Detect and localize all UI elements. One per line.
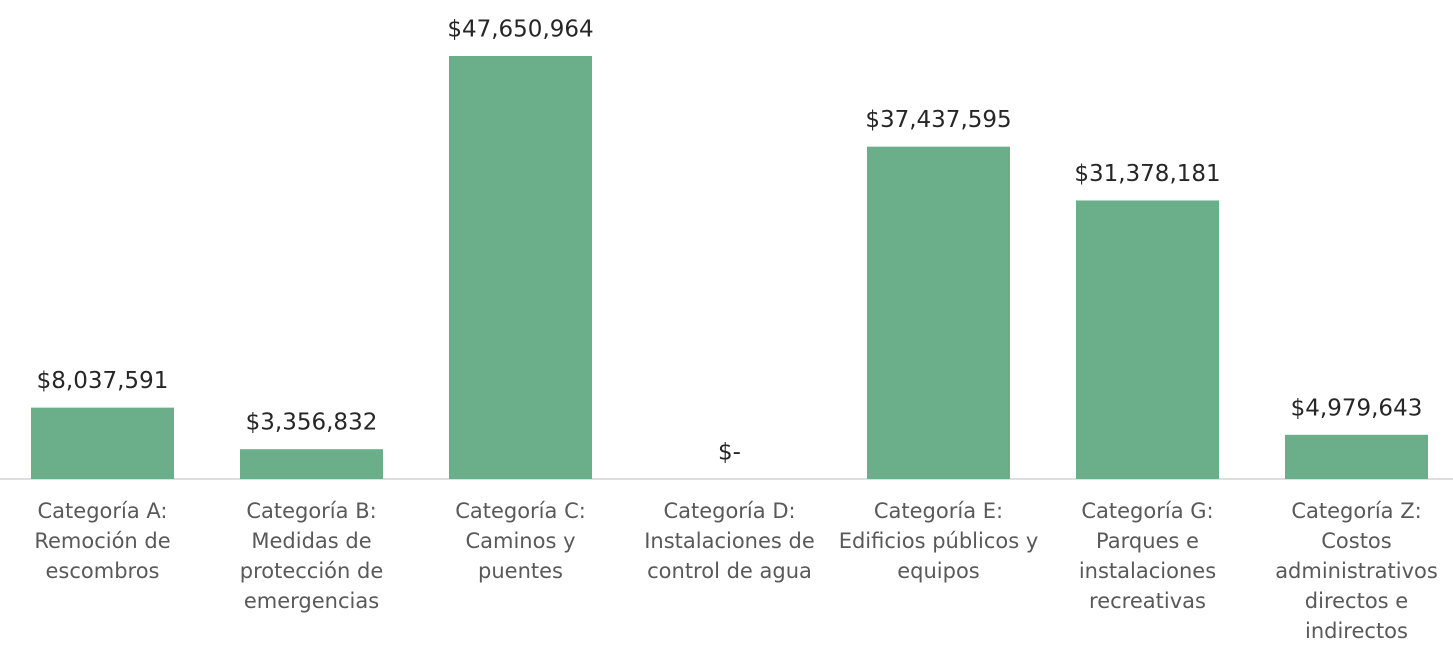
bar — [1285, 435, 1428, 479]
value-label: $4,979,643 — [1291, 395, 1423, 421]
x-tick-label: Categoría B: Medidas de protección de em… — [212, 496, 412, 616]
bar — [240, 449, 383, 479]
bar — [1076, 200, 1219, 479]
value-label: $31,378,181 — [1074, 161, 1220, 187]
x-tick-label: Categoría G: Parques e instalaciones rec… — [1048, 496, 1248, 616]
value-label: $8,037,591 — [37, 368, 169, 394]
x-tick-label: Categoría E: Edificios públicos y equipo… — [839, 496, 1039, 586]
value-label: $3,356,832 — [246, 410, 378, 436]
value-label: $- — [718, 440, 741, 466]
x-tick-label: Categoría Z: Costos administrativos dire… — [1257, 496, 1453, 646]
value-label: $47,650,964 — [447, 17, 593, 43]
x-tick-label: Categoría A: Remoción de escombros — [3, 496, 203, 586]
value-label: $37,437,595 — [865, 107, 1011, 133]
bar — [31, 408, 174, 479]
bar — [449, 56, 592, 479]
bar — [867, 147, 1010, 479]
x-tick-label: Categoría D: Instalaciones de control de… — [630, 496, 830, 586]
x-tick-label: Categoría C: Caminos y puentes — [421, 496, 621, 586]
